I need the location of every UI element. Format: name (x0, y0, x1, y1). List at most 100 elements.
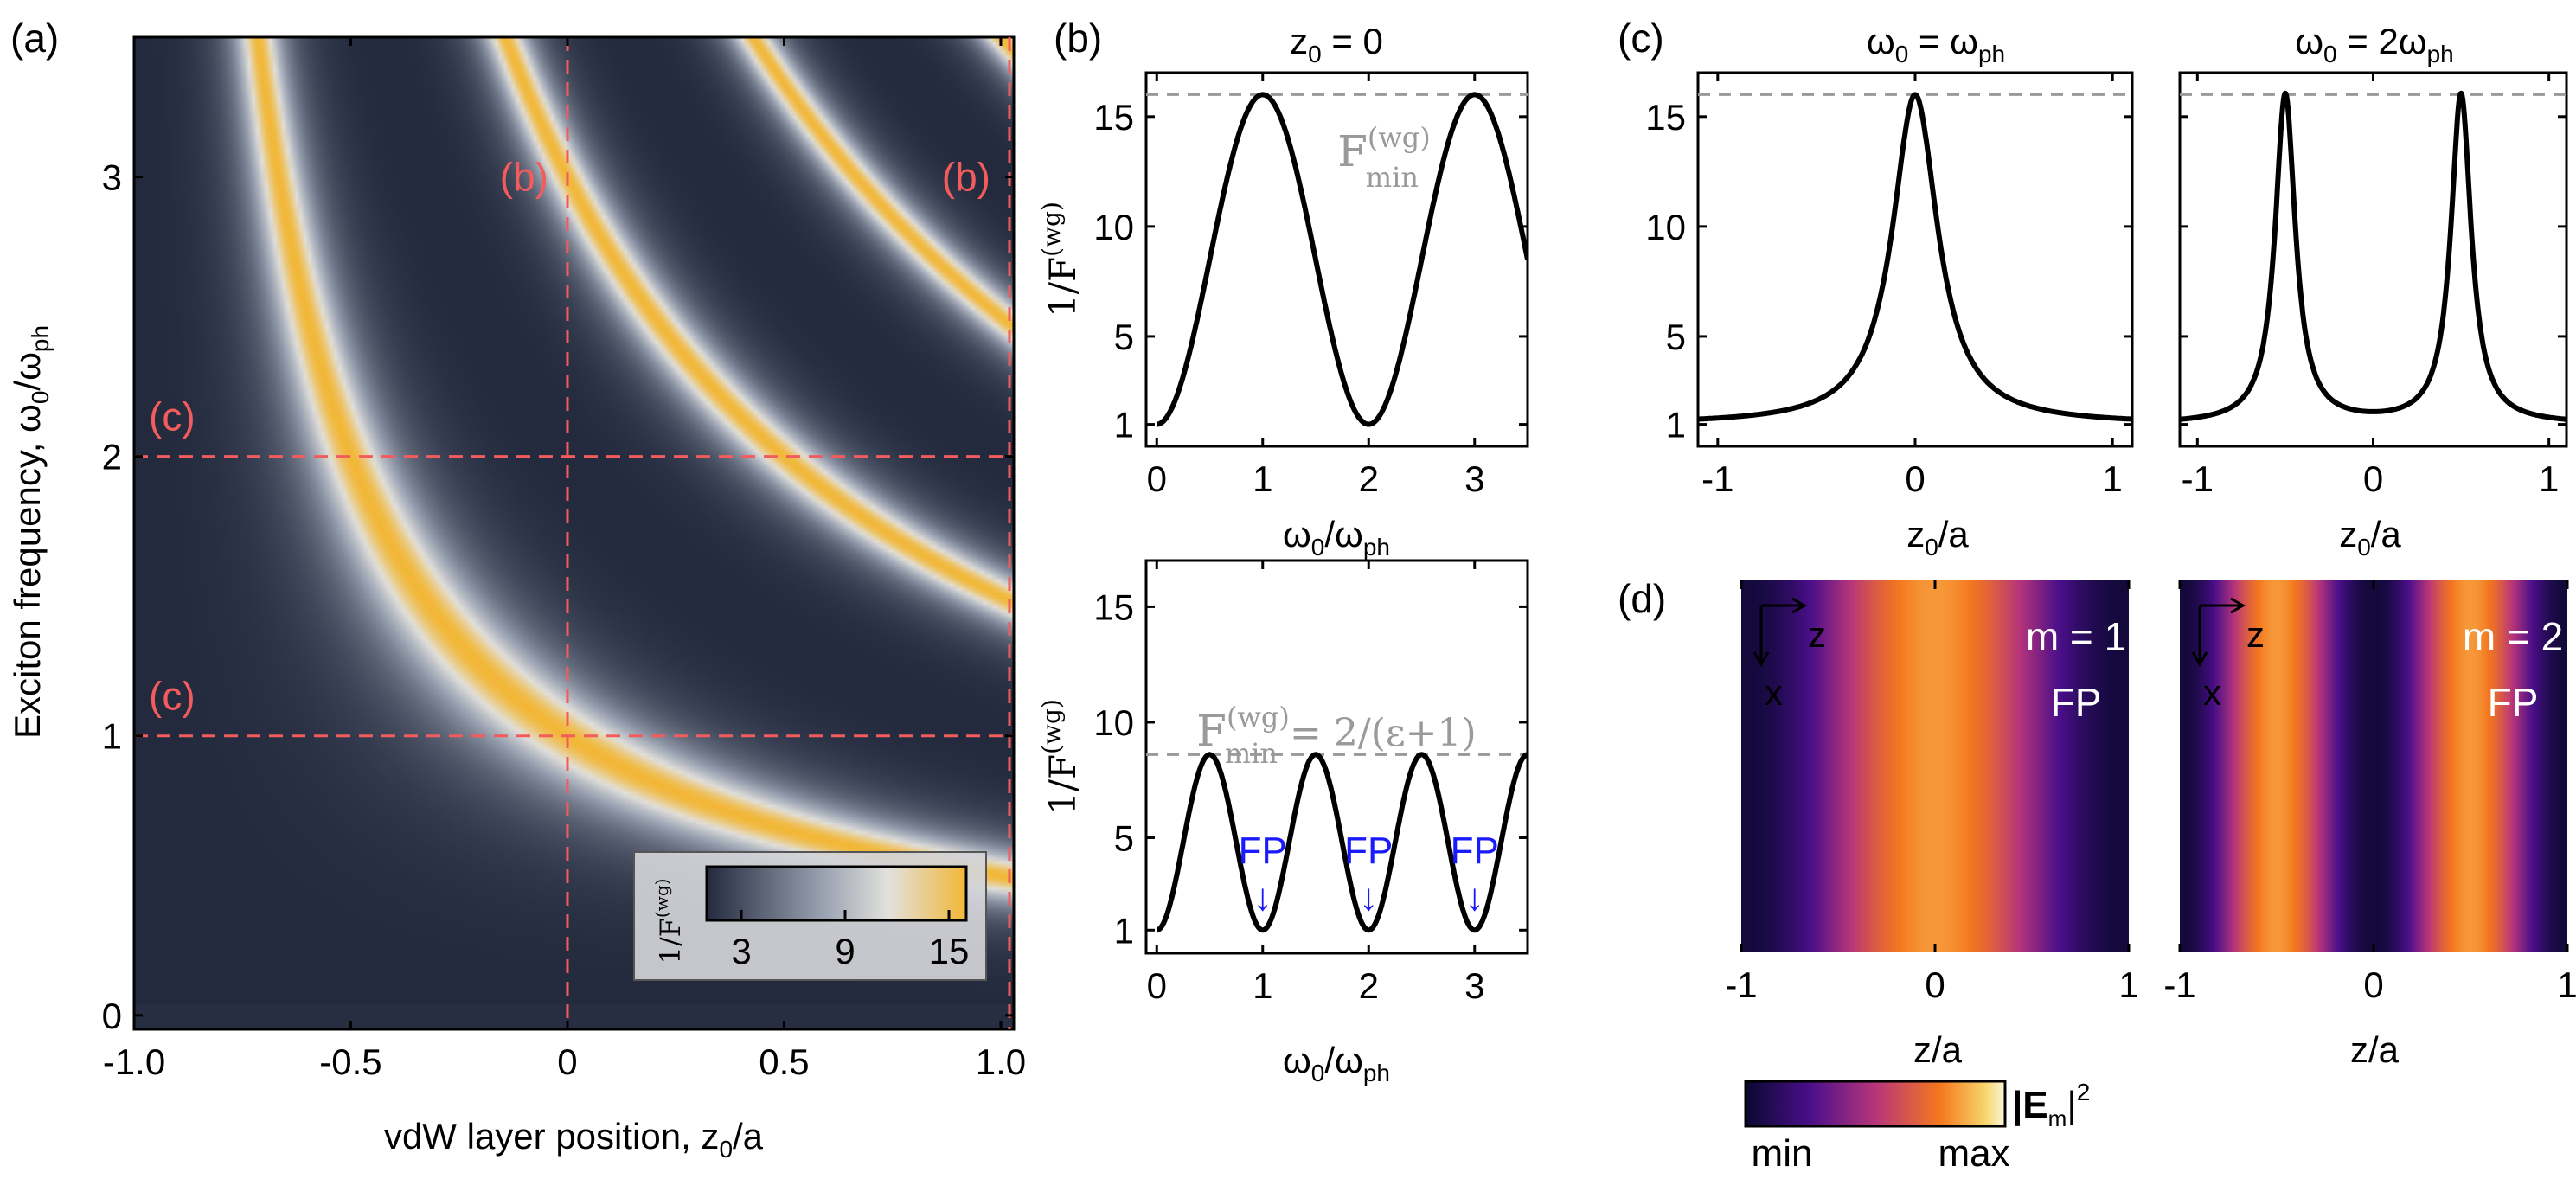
fp-arrow: ↓ (1465, 876, 1484, 919)
cut-label: (c) (149, 394, 195, 439)
b-bottom-xtick-label: 2 (1359, 965, 1379, 1006)
a-ytick-label: 1 (102, 716, 122, 757)
curve-b-top (1155, 92, 1528, 427)
ylabel-b-bottom: 1/F(wg) (1037, 699, 1084, 815)
b-bottom-ytick-label: 10 (1093, 702, 1134, 743)
d-left-xtick-label: 0 (1925, 964, 1945, 1005)
a-xtick-label: 0 (557, 1041, 577, 1082)
d-right-xtick-label: -1 (2163, 964, 2195, 1005)
xlabel-d-right: z/a (2350, 1029, 2400, 1070)
fp-label: FP (1344, 830, 1393, 872)
ylabel-a: Exciton frequency, ω0/ωph (7, 325, 54, 739)
cut-label: (b) (500, 155, 548, 200)
axes-d-right: -1 0 1 (2163, 580, 2576, 1005)
curve-c-right (2180, 90, 2566, 422)
colorbar-a-tick-label: 9 (835, 931, 855, 971)
colorbar-d-min: min (1752, 1132, 1813, 1175)
plot-frame-c-right (2178, 71, 2568, 448)
d-left-xtick-label: 1 (2118, 964, 2138, 1005)
title-c-right: ω0 = 2ωph (2295, 21, 2454, 67)
panel-label-c: (c) (1618, 16, 1664, 61)
colorbar-a: 1/F(wg) 3 9 15 (633, 851, 987, 981)
b-bottom-ytick-label: 1 (1114, 910, 1134, 951)
axis-z-d-right: z (2246, 614, 2265, 655)
c-left-xtick-label: -1 (1701, 458, 1733, 499)
panel-label-d: (d) (1618, 576, 1666, 621)
mode-label-d-right: m = 2 (2463, 614, 2563, 659)
b-bottom-xtick-label: 1 (1253, 965, 1272, 1006)
a-ytick-label: 0 (102, 996, 122, 1036)
cut-lines: (b) (b) (c) (c) (134, 37, 1014, 1029)
cut-label: (b) (942, 155, 990, 200)
fp-label-d-right: FP (2488, 680, 2539, 725)
b-bottom-xtick-label: 0 (1147, 965, 1167, 1006)
b-bottom-ytick-label: 5 (1114, 817, 1134, 858)
b-top-ytick-label: 5 (1114, 317, 1134, 357)
colorbar-d-max: max (1938, 1132, 2009, 1175)
fp-label: FP (1239, 830, 1287, 872)
fp-annotations: FP↓FP↓FP↓ (1239, 830, 1499, 919)
a-xtick-label: -0.5 (319, 1041, 381, 1082)
c-right-xtick-label: -1 (2182, 458, 2214, 499)
b-top-ytick-label: 1 (1114, 405, 1134, 445)
c-left-ytick-label: 1 (1666, 405, 1686, 445)
xlabel-c-left: z0/a (1906, 514, 1969, 561)
d-right-xtick-label: 1 (2557, 964, 2576, 1005)
fmin-label-b-bottom: F(wg) min = 2/(ε+1) (1196, 701, 1476, 770)
c-left-ytick-label: 5 (1666, 317, 1686, 357)
d-right-xtick-label: 0 (2363, 964, 2383, 1005)
b-top-xtick-label: 2 (1359, 458, 1379, 499)
c-left-xtick-label: 0 (1905, 458, 1925, 499)
a-ytick-label: 2 (102, 437, 122, 477)
c-left-ytick-label: 15 (1645, 97, 1686, 138)
axis-x-d-left: x (1765, 672, 1783, 713)
fp-arrow: ↓ (1359, 876, 1378, 919)
fp-label-d-left: FP (2051, 680, 2102, 725)
b-top-xtick-label: 0 (1147, 458, 1167, 499)
panel-c-right: ω0 = 2ωph -1 0 1 z0/a (2178, 21, 2568, 561)
axes-c-right: -1 0 1 (2180, 73, 2566, 499)
field-map-d-left (1741, 580, 2129, 952)
colorbar-d: min max |Em|2 (1744, 1079, 2090, 1175)
fp-label: FP (1451, 830, 1499, 872)
fp-arrow: ↓ (1253, 876, 1272, 919)
panel-d-right: -1 0 1 z x m = 2 FP z/a (2163, 580, 2576, 1070)
axis-z-d-left: z (1808, 614, 1826, 655)
xlabel-d-left: z/a (1913, 1029, 1963, 1070)
d-left-xtick-label: -1 (1725, 964, 1757, 1005)
title-b-top: z0 = 0 (1290, 21, 1383, 67)
colorbar-a-gradient (705, 865, 968, 922)
a-xtick-label: 1.0 (976, 1041, 1026, 1082)
axis-x-d-right: x (2203, 672, 2221, 713)
curve-c-left (1698, 92, 2132, 422)
c-right-xtick-label: 1 (2539, 458, 2559, 499)
xlabel-a: vdW layer position, z0/a (384, 1116, 764, 1163)
panel-label-a: (a) (10, 16, 59, 61)
title-c-left: ω0 = ωph (1867, 21, 2005, 67)
c-left-xtick-label: 1 (2103, 458, 2123, 499)
xlabel-b-top: ω0/ωph (1283, 514, 1390, 561)
colorbar-d-quantity: |Em|2 (2012, 1079, 2090, 1131)
b-top-ytick-label: 10 (1093, 207, 1134, 247)
a-xtick-label: -1.0 (103, 1041, 165, 1082)
plot-frame-c-left (1696, 71, 2134, 448)
a-xtick-label: 0.5 (759, 1041, 809, 1082)
heatmap-a-frame (132, 35, 1016, 1031)
a-ytick-label: 3 (102, 157, 122, 198)
fmin-label-b-top: F(wg) min (1337, 121, 1431, 194)
colorbar-a-tick-label: 15 (929, 931, 970, 971)
axes-a: -1.0 -0.5 0 0.5 1.0 0 1 2 3 (102, 37, 1026, 1082)
xlabel-b-bottom: ω0/ωph (1283, 1040, 1390, 1086)
xlabel-c-right: z0/a (2339, 514, 2401, 561)
panel-label-b: (b) (1054, 16, 1102, 61)
ylabel-b-top: 1/F(wg) (1037, 202, 1084, 317)
colorbar-d-gradient (1744, 1080, 2007, 1128)
coord-arrows-d-right (2191, 597, 2246, 668)
cut-label: (c) (149, 674, 195, 719)
c-right-xtick-label: 0 (2363, 458, 2383, 499)
b-top-ytick-label: 15 (1093, 97, 1134, 138)
colorbar-a-tick-label: 3 (731, 931, 751, 971)
